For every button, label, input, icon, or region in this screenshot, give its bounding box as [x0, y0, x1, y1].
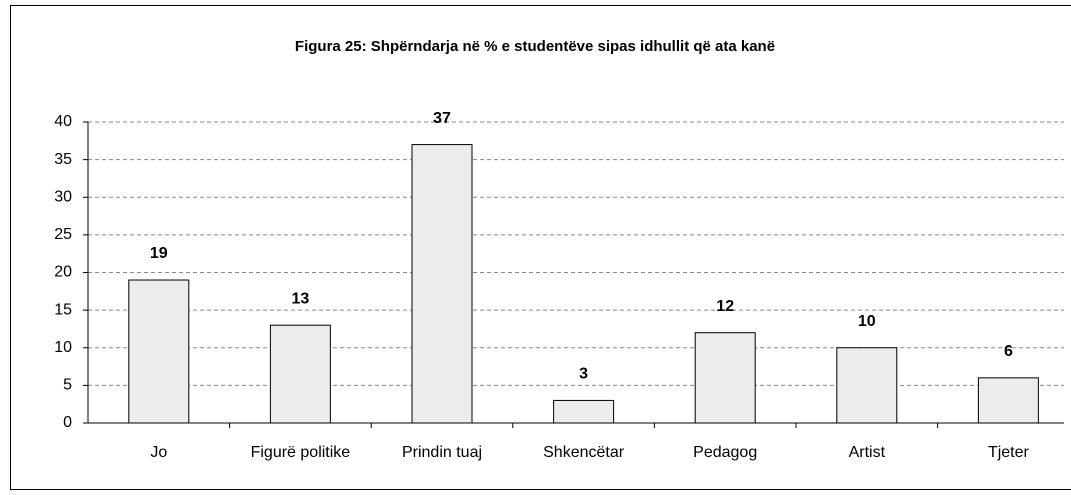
x-tick-label: Figurë politike	[251, 444, 351, 461]
y-tick-label: 5	[63, 377, 72, 394]
x-tick-label: Pedagog	[693, 444, 757, 461]
bar	[128, 279, 190, 424]
y-tick-label: 30	[54, 188, 72, 205]
x-tick-label: Artist	[849, 444, 886, 461]
data-label: 13	[292, 290, 310, 307]
chart-title: Figura 25: Shpërndarja në % e studentëve…	[295, 38, 775, 55]
bar	[694, 332, 756, 424]
y-tick-label: 0	[63, 414, 72, 431]
data-label: 6	[1004, 343, 1013, 360]
x-tick-label: Shkencëtar	[543, 444, 625, 461]
bar	[836, 347, 898, 424]
data-label: 12	[716, 298, 734, 315]
y-tick-label: 40	[54, 113, 72, 130]
y-tick-label: 10	[54, 339, 72, 356]
bar	[977, 377, 1039, 424]
x-tick-label: Jo	[150, 444, 167, 461]
y-tick-label: 25	[54, 226, 72, 243]
bar	[269, 324, 331, 424]
y-tick-label: 15	[54, 301, 72, 318]
bar	[411, 144, 473, 424]
bar	[553, 399, 615, 424]
data-label: 3	[579, 366, 588, 383]
x-tick-label: Tjeter	[988, 444, 1030, 461]
data-label: 10	[858, 313, 876, 330]
data-label: 19	[150, 245, 168, 262]
y-tick-label: 35	[54, 151, 72, 168]
x-tick-label: Prindin tuaj	[402, 444, 482, 461]
y-tick-label: 20	[54, 264, 72, 281]
data-label: 37	[433, 110, 451, 127]
